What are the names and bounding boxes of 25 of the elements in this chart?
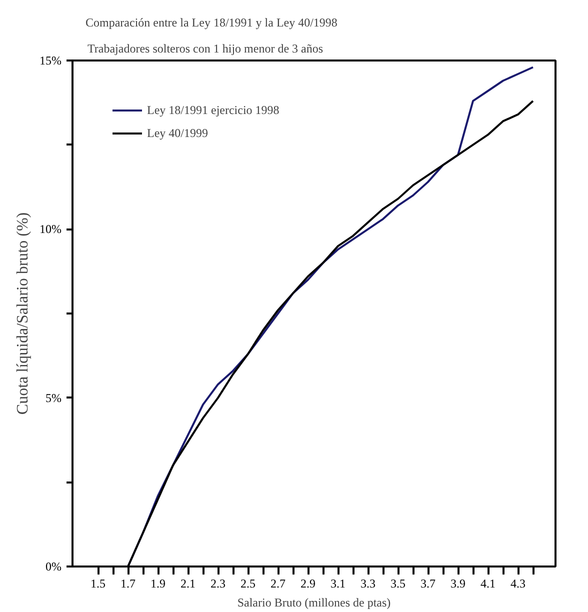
x-tick-label: 1.9 [150, 576, 166, 590]
x-tick-label: 2.5 [240, 576, 256, 590]
x-tick-label: 2.7 [270, 576, 286, 590]
x-tick-label: 2.9 [300, 576, 316, 590]
x-tick-label: 2.1 [180, 576, 196, 590]
x-tick-label: 3.5 [390, 576, 406, 590]
y-tick-label: 15% [40, 54, 62, 68]
y-tick-label: 10% [40, 222, 62, 236]
legend-label: Ley 40/1999 [147, 126, 208, 140]
x-tick-label: 4.1 [480, 576, 496, 590]
chart-title: Comparación entre la Ley 18/1991 y la Ley 40/1998 [86, 16, 338, 30]
x-tick-label: 1.7 [120, 576, 136, 590]
x-tick-label: 3.9 [450, 576, 466, 590]
x-tick-label: 1.5 [90, 576, 106, 590]
x-tick-label: 3.7 [420, 576, 436, 590]
y-tick-label: 5% [46, 390, 62, 405]
chart-subtitle: Trabajadores solteros con 1 hijo menor de 3 años [88, 42, 324, 56]
x-tick-label: 3.1 [330, 576, 346, 590]
legend-label: Ley 18/1991 ejercicio 1998 [147, 102, 280, 118]
x-tick-label: 2.3 [210, 576, 226, 590]
y-tick-label: 0% [46, 560, 62, 574]
x-tick-label: 3.3 [360, 576, 376, 590]
x-axis-title: Salario Bruto (millones de ptas) [237, 596, 391, 610]
y-axis-title: Cuota líquida/Salario bruto (%) [14, 212, 32, 415]
x-tick-label: 4.3 [510, 576, 526, 590]
